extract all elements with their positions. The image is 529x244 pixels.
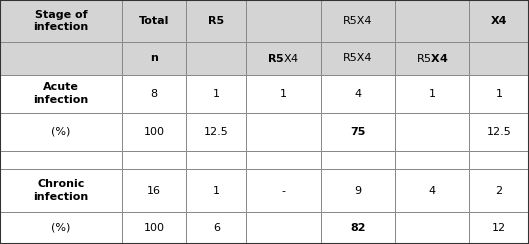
Text: 82: 82 — [350, 223, 366, 233]
Bar — [247, 151, 321, 169]
Text: Stage of
infection: Stage of infection — [33, 10, 88, 32]
Text: 75: 75 — [350, 127, 366, 137]
Text: 1: 1 — [213, 186, 220, 196]
Text: 12.5: 12.5 — [487, 127, 512, 137]
Text: 4: 4 — [428, 186, 435, 196]
Bar — [187, 75, 247, 113]
Bar — [395, 42, 469, 75]
Text: 8: 8 — [151, 89, 158, 99]
Bar — [122, 113, 187, 151]
Bar — [321, 42, 395, 75]
Bar — [122, 75, 187, 113]
Text: Chronic
infection: Chronic infection — [33, 179, 88, 202]
Text: $\mathbf{R5}$X4: $\mathbf{R5}$X4 — [267, 52, 300, 64]
Text: 100: 100 — [144, 223, 165, 233]
Bar — [0, 113, 122, 151]
Bar — [469, 212, 529, 244]
Bar — [321, 0, 395, 42]
Bar — [247, 75, 321, 113]
Bar — [122, 151, 187, 169]
Text: 1: 1 — [428, 89, 435, 99]
Text: 6: 6 — [213, 223, 220, 233]
Text: R5X4: R5X4 — [343, 53, 372, 63]
Text: R5X4: R5X4 — [343, 16, 372, 26]
Bar — [187, 212, 247, 244]
Bar — [395, 0, 469, 42]
Bar — [187, 42, 247, 75]
Bar — [247, 0, 321, 42]
Text: 9: 9 — [354, 186, 361, 196]
Bar — [321, 75, 395, 113]
Bar — [122, 42, 187, 75]
Bar — [469, 169, 529, 212]
Bar — [247, 113, 321, 151]
Bar — [122, 212, 187, 244]
Bar — [0, 42, 122, 75]
Bar — [469, 151, 529, 169]
Text: R5$\mathbf{X4}$: R5$\mathbf{X4}$ — [416, 52, 448, 64]
Bar — [247, 42, 321, 75]
Bar — [122, 169, 187, 212]
Text: 12: 12 — [492, 223, 506, 233]
Text: 1: 1 — [213, 89, 220, 99]
Bar — [247, 169, 321, 212]
Bar — [187, 151, 247, 169]
Text: 12.5: 12.5 — [204, 127, 229, 137]
Bar — [395, 212, 469, 244]
Text: 1: 1 — [280, 89, 287, 99]
Text: 100: 100 — [144, 127, 165, 137]
Bar — [395, 169, 469, 212]
Bar — [0, 169, 122, 212]
Text: Total: Total — [139, 16, 169, 26]
Bar — [469, 0, 529, 42]
Bar — [469, 42, 529, 75]
Text: X4: X4 — [491, 16, 507, 26]
Bar — [187, 0, 247, 42]
Text: Acute
infection: Acute infection — [33, 82, 88, 105]
Bar — [0, 212, 122, 244]
Bar — [321, 113, 395, 151]
Text: R5: R5 — [208, 16, 224, 26]
Text: 2: 2 — [496, 186, 503, 196]
Bar — [247, 212, 321, 244]
Bar — [321, 169, 395, 212]
Bar — [395, 113, 469, 151]
Bar — [395, 151, 469, 169]
Text: n: n — [150, 53, 158, 63]
Bar — [469, 113, 529, 151]
Bar — [0, 151, 122, 169]
Text: 16: 16 — [147, 186, 161, 196]
Text: (%): (%) — [51, 223, 70, 233]
Bar — [395, 75, 469, 113]
Bar — [187, 169, 247, 212]
Bar — [469, 75, 529, 113]
Text: 1: 1 — [496, 89, 503, 99]
Bar — [122, 0, 187, 42]
Bar — [187, 113, 247, 151]
Text: -: - — [281, 186, 286, 196]
Text: 4: 4 — [354, 89, 361, 99]
Bar — [0, 75, 122, 113]
Bar — [0, 0, 122, 42]
Text: (%): (%) — [51, 127, 70, 137]
Bar — [321, 151, 395, 169]
Bar — [321, 212, 395, 244]
